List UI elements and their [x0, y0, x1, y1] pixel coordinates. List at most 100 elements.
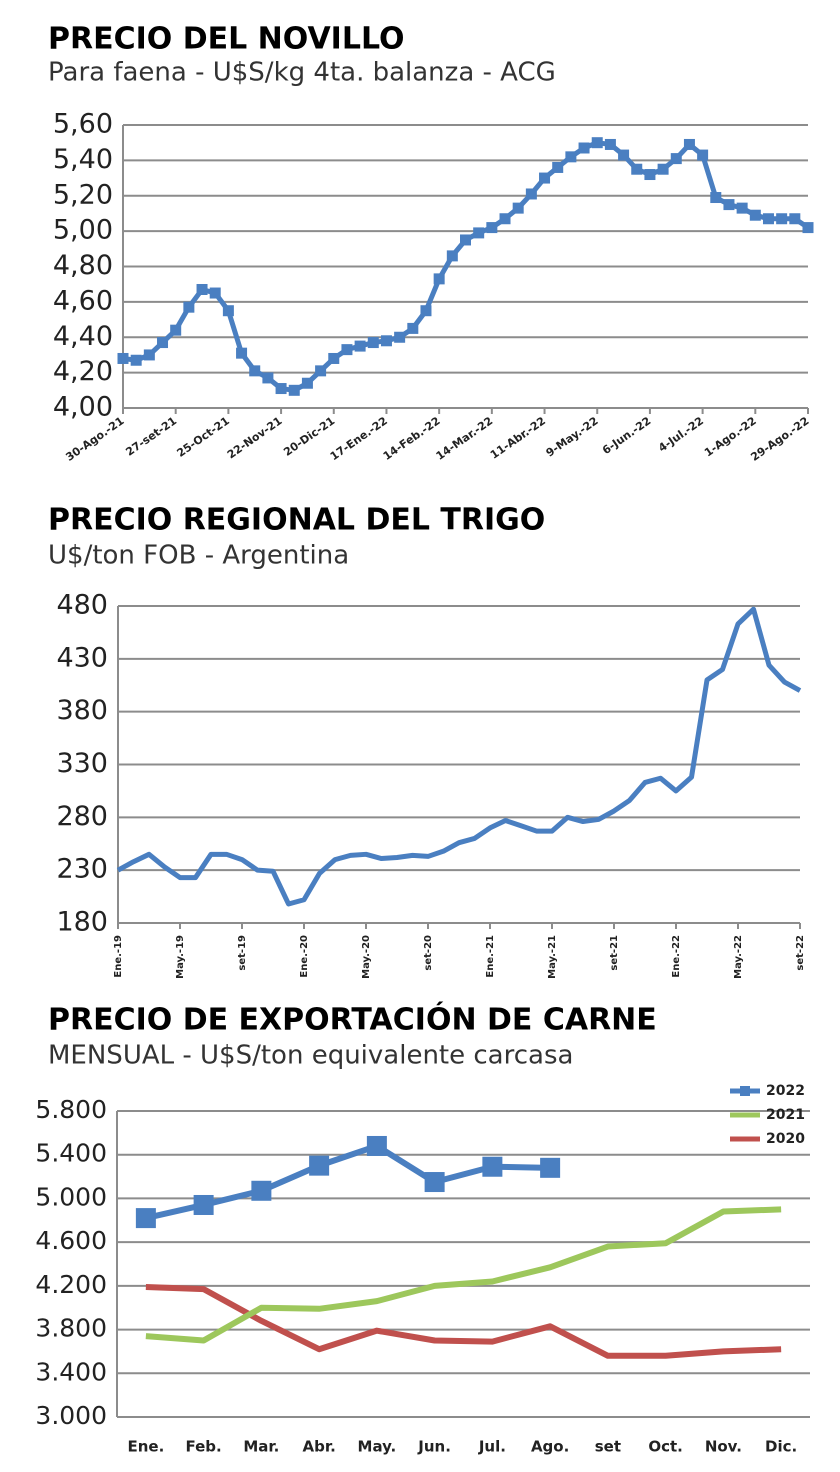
x-tick-label: set-20 [423, 935, 434, 971]
point-marker [236, 347, 248, 359]
legend-label: 2021 [766, 1107, 805, 1123]
point-marker [354, 340, 366, 352]
point-marker [670, 153, 682, 165]
series-line [116, 606, 802, 907]
point-marker [499, 213, 511, 225]
x-tick-label: 6-Jun.-22 [600, 414, 653, 457]
point-marker [170, 324, 182, 336]
x-tick-label: Abr. [302, 1438, 335, 1456]
x-tick-label: Nov. [705, 1438, 742, 1456]
y-tick-label: 280 [56, 801, 108, 832]
x-tick-label: 22-Nov-21 [225, 414, 285, 461]
x-tick-label: 25-Oct-21 [174, 414, 231, 460]
x-tick-label: 29-Ago.-22 [748, 414, 811, 464]
x-tick-label: 4-Jul.-22 [656, 414, 706, 454]
point-marker [367, 337, 379, 349]
point-marker [683, 138, 695, 150]
x-tick-label: Ene.-20 [299, 935, 310, 978]
point-marker [249, 365, 261, 377]
point-marker [762, 213, 774, 225]
point-marker [143, 349, 155, 361]
legend-marker [740, 1086, 750, 1096]
point-marker [424, 1172, 445, 1193]
y-tick-label: 4,40 [53, 321, 113, 352]
point-marker [710, 192, 722, 204]
point-marker [135, 1208, 156, 1229]
point-marker [736, 202, 748, 214]
x-tick-label: May.-21 [547, 935, 558, 979]
point-marker [697, 149, 709, 161]
point-marker [309, 1155, 330, 1176]
point-marker [604, 138, 616, 150]
x-tick-label: May. [358, 1438, 397, 1456]
point-marker [486, 222, 498, 234]
point-marker [539, 172, 551, 184]
y-tick-label: 230 [56, 854, 108, 885]
chart-title: PRECIO REGIONAL DEL TRIGO [48, 503, 545, 538]
x-tick-label: 11-Abr.-22 [488, 414, 548, 461]
point-marker [394, 331, 406, 343]
point-marker [512, 202, 524, 214]
y-tick-label: 3.400 [35, 1357, 107, 1386]
legend-label: 2020 [766, 1131, 805, 1147]
x-tick-label: Dic. [765, 1438, 797, 1456]
x-tick-label: Ene.-19 [113, 935, 124, 978]
y-tick-label: 3.000 [35, 1401, 107, 1430]
x-tick-label: 9-May.-22 [544, 414, 601, 459]
x-tick-label: 27-set-21 [123, 414, 179, 458]
y-tick-label: 5,40 [53, 144, 113, 175]
point-marker [789, 213, 801, 225]
point-marker [341, 344, 353, 356]
y-tick-label: 180 [56, 907, 108, 938]
point-marker [262, 372, 274, 384]
point-marker [776, 213, 788, 225]
x-tick-label: Jul. [478, 1438, 506, 1456]
y-tick-label: 430 [56, 642, 108, 673]
x-tick-label: Feb. [186, 1438, 222, 1456]
point-marker [315, 365, 327, 377]
chart-title: PRECIO DE EXPORTACIÓN DE CARNE [48, 1001, 657, 1038]
x-tick-label: Ago. [531, 1438, 569, 1456]
point-marker [723, 199, 735, 211]
point-marker [328, 352, 340, 364]
y-tick-label: 5.000 [35, 1182, 107, 1211]
y-tick-label: 380 [56, 695, 108, 726]
point-marker [446, 250, 458, 262]
point-marker [130, 354, 142, 366]
point-marker [288, 384, 300, 396]
chart-subtitle: Para faena - U$S/kg 4ta. balanza - ACG [48, 58, 556, 88]
point-marker [193, 1194, 214, 1215]
legend-label: 2022 [766, 1083, 805, 1099]
x-tick-label: 14-Feb.-22 [381, 414, 443, 463]
y-tick-label: 4.600 [35, 1226, 107, 1255]
point-marker [473, 227, 485, 239]
y-tick-label: 4,00 [53, 392, 113, 423]
x-tick-label: May.-20 [361, 935, 372, 979]
series-line [145, 1206, 782, 1344]
y-tick-label: 3.800 [35, 1314, 107, 1343]
chart-title: PRECIO DEL NOVILLO [48, 22, 405, 57]
x-tick-label: Ene.-21 [485, 935, 496, 978]
point-marker [802, 222, 814, 234]
point-marker [618, 149, 630, 161]
x-tick-label: set-19 [237, 935, 248, 971]
point-marker [433, 273, 445, 285]
point-marker [222, 305, 234, 317]
point-marker [117, 352, 129, 364]
point-marker [482, 1156, 503, 1177]
y-tick-label: 4,60 [53, 285, 113, 316]
point-marker [407, 322, 419, 334]
point-marker [183, 301, 195, 313]
chart-subtitle: U$/ton FOB - Argentina [48, 541, 349, 571]
point-marker [525, 188, 537, 200]
x-tick-label: 17-Ene.-22 [328, 414, 390, 463]
point-marker [565, 151, 577, 163]
x-tick-label: Mar. [243, 1438, 279, 1456]
point-marker [552, 161, 564, 173]
y-tick-label: 5,00 [53, 215, 113, 246]
y-tick-label: 330 [56, 748, 108, 779]
y-tick-label: 4.200 [35, 1270, 107, 1299]
point-marker [209, 287, 221, 299]
x-tick-label: 14-Mar.-22 [434, 414, 496, 463]
